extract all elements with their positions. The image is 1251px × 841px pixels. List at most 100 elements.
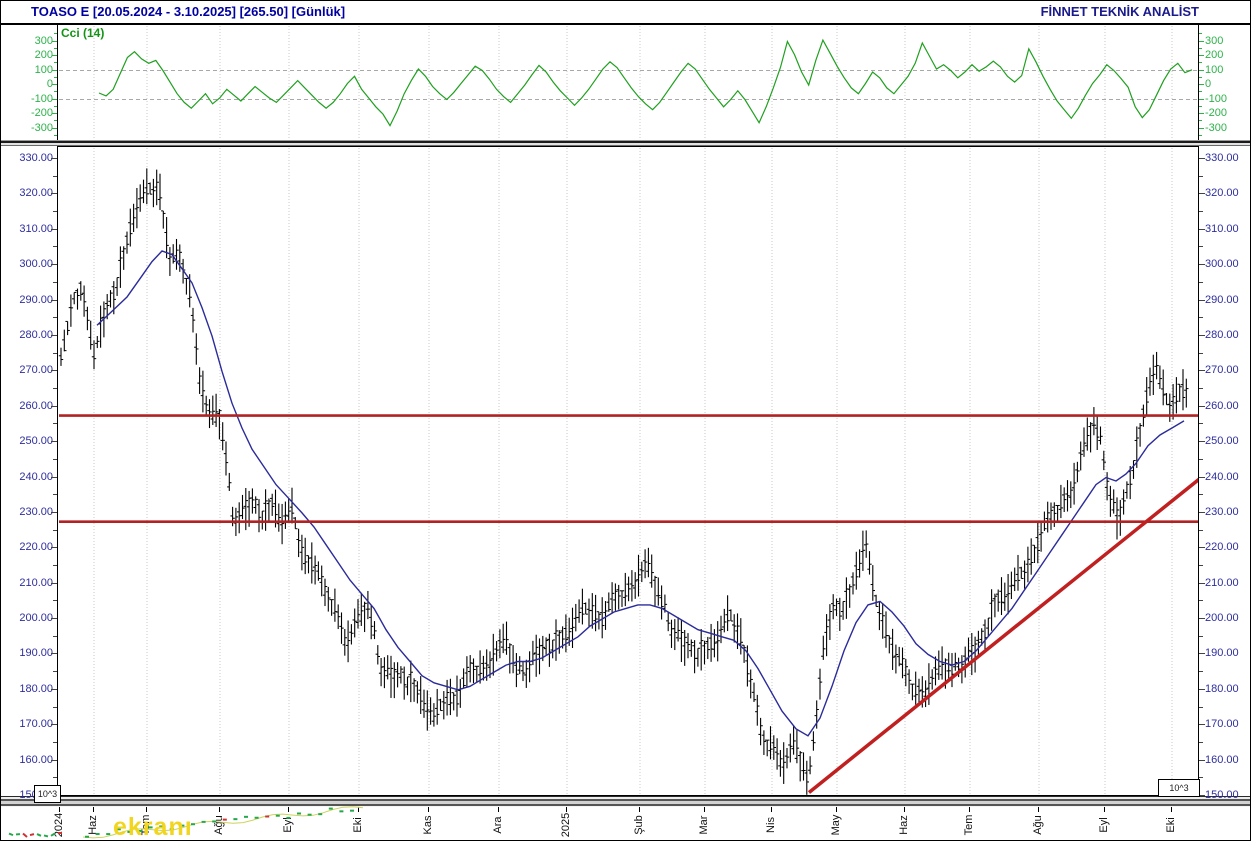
price-gridlines — [93, 148, 1173, 795]
price-tick-left — [51, 193, 57, 195]
price-axis-label-right: 300.00 — [1205, 258, 1239, 271]
price-minortick-left — [53, 317, 57, 319]
cci-axis-label-left: 200 — [34, 49, 53, 61]
price-minortick-right — [1199, 706, 1203, 708]
price-axis-label-right: 230.00 — [1205, 505, 1239, 518]
price-minortick-right — [1199, 281, 1203, 283]
month-label: Eyl — [1098, 817, 1110, 833]
price-minortick-left — [53, 529, 57, 531]
cci-axis-label-left: -100 — [30, 92, 53, 105]
price-axis-label-left: 170.00 — [19, 718, 53, 731]
price-tick-right — [1199, 511, 1205, 513]
price-minortick-right — [1199, 246, 1203, 248]
price-minortick-right — [1199, 600, 1203, 602]
price-minortick-right — [1199, 352, 1203, 354]
price-axis-label-right: 170.00 — [1205, 718, 1239, 731]
cci-tick-left — [52, 55, 57, 56]
price-minortick-left — [53, 777, 57, 779]
price-tick-right — [1199, 264, 1205, 266]
cci-axis-label-right: 300 — [1205, 34, 1224, 47]
cci-axis-label-left: -300 — [30, 121, 53, 134]
month-label: Haz — [87, 815, 99, 835]
moving-average-line — [96, 250, 1185, 737]
price-minortick-left — [53, 706, 57, 708]
cci-tick-left — [52, 40, 57, 42]
cci-tick-left — [52, 69, 57, 71]
month-tick — [771, 807, 772, 812]
price-axis-label-right: 240.00 — [1205, 470, 1239, 483]
price-tick-left — [51, 264, 57, 266]
cci-minortick-right — [1199, 134, 1202, 136]
price-tick-left — [51, 582, 57, 584]
price-minortick-right — [1199, 635, 1203, 637]
month-label: May — [830, 814, 842, 836]
price-tick-left — [51, 228, 57, 230]
price-axis-label-right: 320.00 — [1205, 187, 1239, 200]
price-minortick-right — [1199, 175, 1203, 177]
month-label: Eki — [352, 817, 364, 833]
price-axis-label-right: 250.00 — [1205, 435, 1239, 448]
month-tick — [93, 807, 94, 812]
cci-axis-label-right: -100 — [1205, 92, 1228, 105]
price-chart-panel[interactable] — [57, 146, 1199, 796]
price-axis-label-right: 190.00 — [1205, 647, 1239, 660]
price-tick-left — [51, 158, 57, 159]
month-tick — [566, 807, 567, 812]
price-axis-label-right: 260.00 — [1205, 399, 1239, 412]
price-tick-left — [51, 476, 57, 478]
price-tick-left — [51, 653, 57, 655]
price-tick-left — [51, 759, 57, 761]
trend-line — [807, 477, 1198, 794]
price-tick-left — [51, 405, 57, 407]
cci-minortick-left — [54, 91, 57, 93]
cci-minortick-left — [54, 33, 57, 35]
price-minortick-left — [53, 175, 57, 177]
price-axis-label-right: 180.00 — [1205, 682, 1239, 695]
cci-minortick-left — [54, 120, 57, 122]
month-label: Mar — [698, 815, 710, 835]
price-minortick-left — [53, 458, 57, 460]
cci-axis-label-right: -300 — [1205, 121, 1228, 134]
cci-axis-label-right: 200 — [1205, 49, 1224, 61]
panel-splitter-top[interactable] — [1, 140, 1250, 146]
price-tick-right — [1199, 724, 1205, 726]
cci-tick-right — [1199, 84, 1204, 85]
scale-box-right: 10^3 — [1158, 779, 1200, 797]
cci-axis-label-left: 100 — [34, 63, 53, 76]
cci-axis-label-left: 0 — [46, 78, 53, 90]
cci-minortick-left — [54, 47, 57, 49]
title-bar: TOASO E [20.05.2024 - 3.10.2025] [265.50… — [1, 1, 1250, 25]
price-tick-right — [1199, 405, 1205, 407]
price-minortick-left — [53, 635, 57, 637]
price-axis-label-left: 280.00 — [19, 328, 53, 341]
price-minortick-right — [1199, 494, 1203, 496]
price-axis-label-left: 200.00 — [19, 612, 53, 625]
cci-indicator-panel[interactable] — [57, 24, 1199, 141]
cci-tick-right — [1199, 55, 1204, 56]
price-minortick-left — [53, 494, 57, 496]
price-tick-right — [1199, 158, 1205, 159]
cci-axis-label-right: -200 — [1205, 107, 1228, 119]
price-tick-left — [51, 334, 57, 336]
cci-tick-right — [1199, 40, 1204, 42]
price-tick-right — [1199, 795, 1205, 796]
cci-tick-right — [1199, 69, 1204, 71]
price-axis-label-left: 260.00 — [19, 399, 53, 412]
price-tick-left — [51, 441, 57, 443]
price-axis-label-left: 300.00 — [19, 258, 53, 271]
month-label: Ağu — [213, 815, 225, 835]
panel-splitter-bottom[interactable] — [1, 796, 1250, 807]
price-tick-left — [51, 299, 57, 301]
cci-minortick-right — [1199, 33, 1202, 35]
cci-minortick-left — [54, 105, 57, 107]
price-minortick-right — [1199, 423, 1203, 425]
cci-tick-left — [52, 127, 57, 129]
cci-tick-left — [52, 98, 57, 100]
price-minortick-left — [53, 564, 57, 566]
price-axis-label-left: 220.00 — [19, 541, 53, 554]
price-minortick-left — [53, 388, 57, 390]
price-tick-right — [1199, 370, 1205, 372]
month-label: Ağu — [1032, 815, 1044, 835]
cci-minortick-right — [1199, 62, 1202, 64]
month-label: Eki — [1165, 817, 1177, 833]
